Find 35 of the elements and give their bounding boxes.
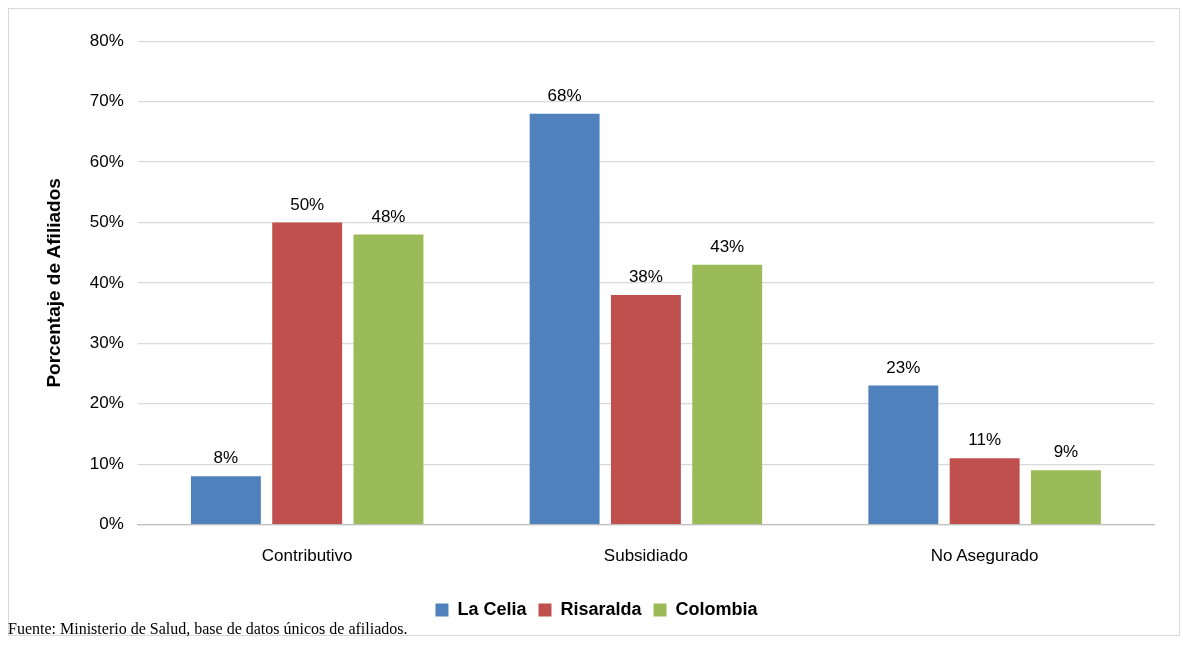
legend-label: La Celia (457, 598, 528, 619)
bar (272, 222, 343, 524)
legend-label: Colombia (675, 598, 759, 619)
bar (868, 385, 939, 524)
y-axis-title: Porcentaje de Afiliados (42, 178, 64, 388)
data-label: 68% (547, 85, 582, 105)
data-label: 43% (710, 236, 745, 256)
y-tick-label: 10% (89, 453, 124, 473)
bar (190, 476, 261, 524)
data-label: 48% (371, 206, 406, 226)
y-tick-label: 50% (89, 212, 124, 232)
bar (1030, 470, 1101, 524)
data-label: 11% (968, 430, 1002, 450)
bar (692, 264, 763, 524)
source-note: Fuente: Ministerio de Salud, base de datos únicos de afiliados. (8, 620, 409, 638)
y-tick-label: 30% (89, 333, 124, 353)
x-tick-label: Subsidiado (603, 546, 688, 566)
legend-label: Risaralda (560, 598, 643, 619)
bar (529, 113, 600, 524)
y-tick-label: 0% (99, 514, 124, 534)
bar (353, 234, 424, 524)
data-label: 9% (1053, 442, 1079, 462)
x-tick-label: Contributivo (261, 546, 353, 566)
x-tick-label: No Asegurado (930, 546, 1039, 566)
y-tick-label: 60% (89, 151, 124, 171)
y-tick-label: 40% (89, 272, 124, 292)
y-tick-label: 80% (89, 30, 124, 50)
data-label: 50% (290, 194, 325, 214)
data-label: 23% (886, 357, 921, 377)
y-tick-label: 70% (89, 91, 124, 111)
data-label: 8% (213, 448, 239, 468)
bar (949, 458, 1020, 524)
data-label: 38% (628, 267, 663, 287)
y-tick-label: 20% (89, 393, 124, 413)
bar (610, 294, 681, 524)
